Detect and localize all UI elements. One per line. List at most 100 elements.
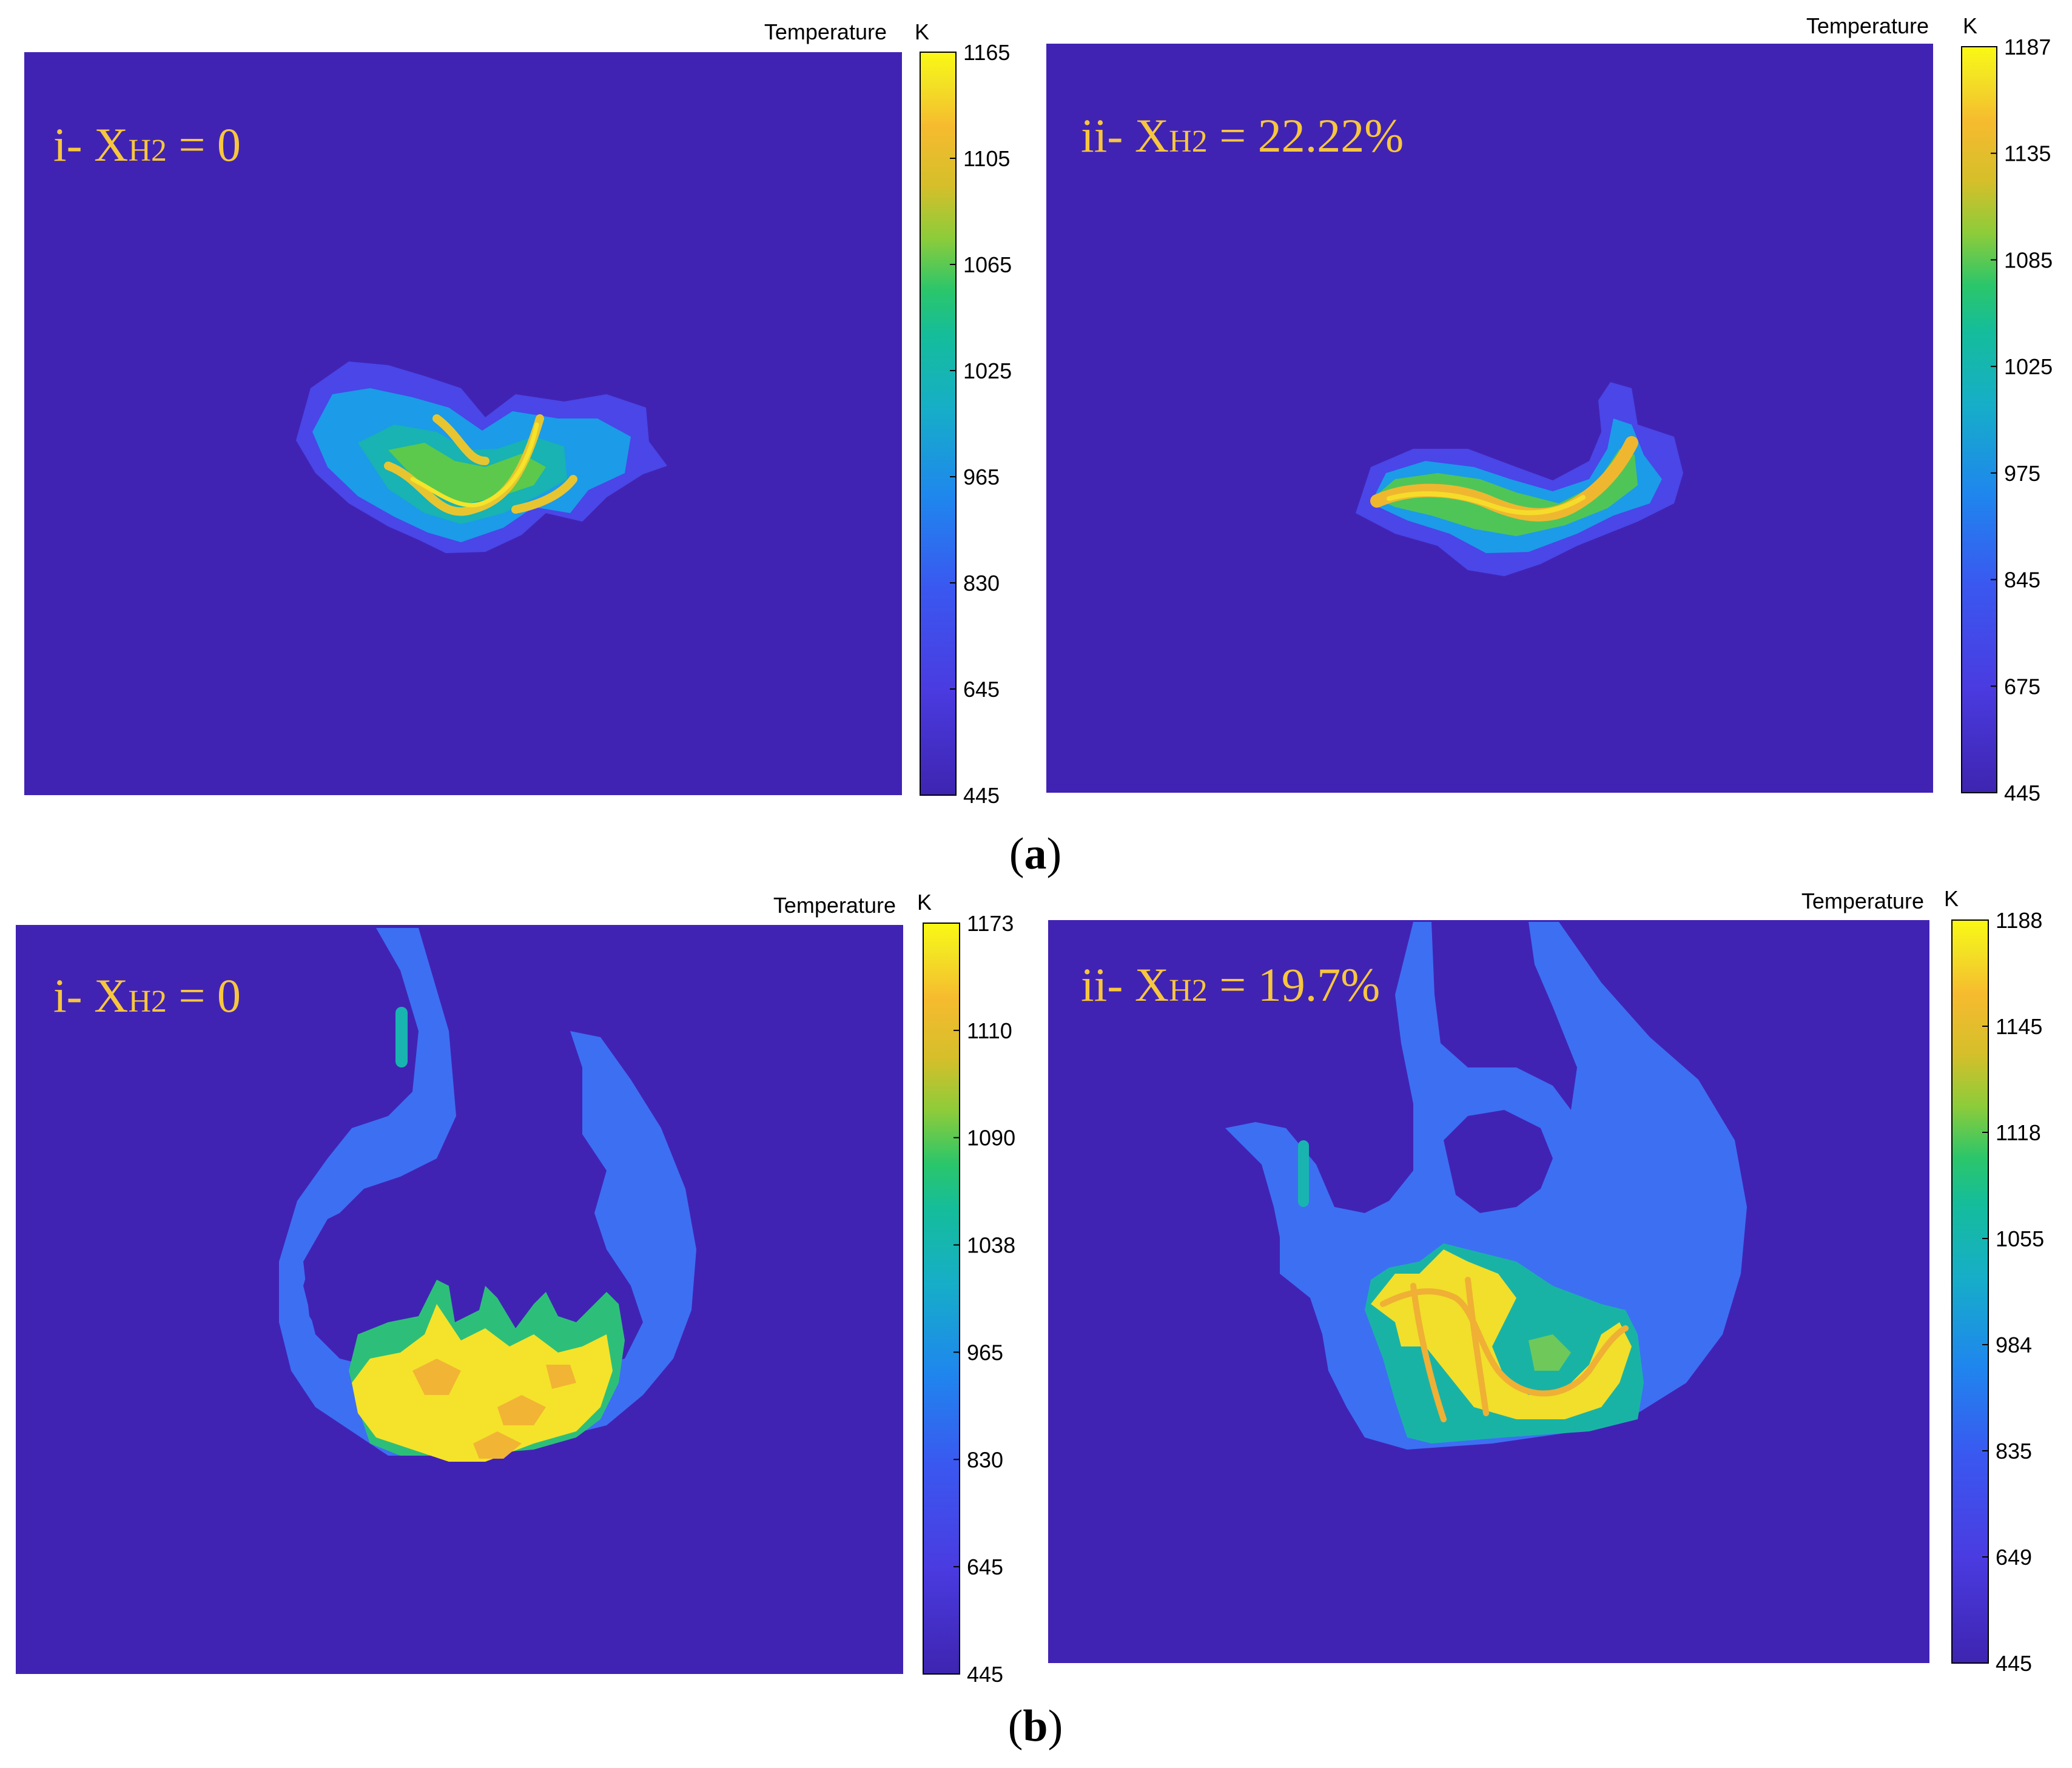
colorbar-tick-label: 835 <box>1996 1439 2032 1464</box>
panel-label-b-letter: b <box>1023 1701 1048 1751</box>
colorbar-tick-label: 965 <box>963 465 1000 489</box>
colorbar-tick-label: 1038 <box>967 1233 1015 1258</box>
colorbar-a-i: Temperature K 1165 1105 1065 1025 965 830 645 4… <box>764 19 1012 808</box>
colorbar-tick-label: 984 <box>1996 1333 2032 1357</box>
flame-streak-b-ii <box>1298 1140 1309 1207</box>
colorbar-tick-label: 1173 <box>967 911 1014 936</box>
flame-core-orange-b-ii <box>1380 1277 1629 1422</box>
colorbar-tick-label: 1055 <box>1996 1226 2044 1251</box>
colorbar-tick-label: 645 <box>967 1555 1003 1579</box>
colorbar-gradient <box>923 923 960 1675</box>
heatmap-field-b-i <box>16 925 903 1674</box>
colorbar-tick-label: 445 <box>2004 781 2040 805</box>
annotation-a-i: i- XH2 = 0 <box>53 118 241 171</box>
panel-a-i <box>24 52 902 795</box>
colorbar-ticks: 1165 1105 1065 1025 965 830 645 445 <box>950 40 1012 808</box>
colorbar-ticks: 1188 1145 1118 1055 984 835 649 445 <box>1982 908 2044 1676</box>
colorbar-tick-label: 975 <box>2004 461 2040 486</box>
colorbar-title: Temperature <box>1806 13 1929 38</box>
colorbar-tick-label: 675 <box>2004 674 2040 699</box>
colorbar-tick-label: 1188 <box>1996 908 2042 933</box>
flame-streak-yellow-a-ii <box>1387 491 1586 516</box>
annotation-subscript: H2 <box>128 984 167 1019</box>
annotation-prefix: i- X <box>53 118 128 171</box>
annotation-suffix: = 0 <box>167 118 241 171</box>
colorbar-tick-label: 845 <box>2004 568 2040 593</box>
annotation-a-ii: ii- XH2 = 22.22% <box>1081 109 1404 162</box>
colorbar-tick-label: 1110 <box>967 1018 1012 1043</box>
colorbar-a-ii: Temperature K 1187 1135 1085 1025 975 845 675 4… <box>1806 13 2053 805</box>
colorbar-ticks: 1187 1135 1085 1025 975 845 675 445 <box>1991 35 2053 805</box>
annotation-prefix: ii- X <box>1081 109 1169 162</box>
colorbar-tick-label: 1065 <box>963 252 1012 277</box>
panel-label-b-open: ( <box>1008 1701 1023 1751</box>
colorbar-tick-label: 1145 <box>1996 1014 2042 1039</box>
panel-b-i <box>16 925 903 1674</box>
colorbar-unit: K <box>917 890 932 915</box>
annotation-suffix: = 0 <box>167 969 241 1022</box>
flame-core-yellow-b-i <box>352 1304 613 1462</box>
colorbar-unit: K <box>915 19 929 44</box>
annotation-prefix: ii- X <box>1081 958 1169 1011</box>
panel-label-b-close: ) <box>1048 1701 1063 1751</box>
colorbar-title: Temperature <box>1801 889 1924 913</box>
panel-label-a-close: ) <box>1047 829 1062 879</box>
colorbar-tick-label: 965 <box>967 1340 1003 1365</box>
flame-region-b-ii <box>1225 922 1747 1450</box>
panel-label-a-open: ( <box>1009 829 1024 879</box>
annotation-b-i: i- XH2 = 0 <box>53 969 241 1022</box>
flame-envelope-b-i <box>279 928 696 1456</box>
heatmap-field-a-ii <box>1046 44 1933 793</box>
colorbar-tick-label: 1105 <box>963 146 1010 171</box>
flame-streak-yellow-a-i <box>410 422 539 508</box>
flame-hole-b-ii <box>1444 1110 1553 1213</box>
flame-streak-b-i <box>395 1007 408 1067</box>
annotation-suffix: = 22.22% <box>1208 109 1404 162</box>
panel-b-ii <box>1048 920 1929 1663</box>
colorbar-gradient <box>1961 46 1997 793</box>
annotation-b-ii: ii- XH2 = 19.7% <box>1081 958 1380 1011</box>
colorbar-gradient <box>1951 919 1989 1664</box>
colorbar-unit: K <box>1963 13 1977 38</box>
colorbar-tick-label: 1025 <box>963 358 1012 383</box>
flame-hole-b-i <box>303 1189 437 1346</box>
colorbar-tick-label: 1085 <box>2004 247 2053 272</box>
colorbar-title: Temperature <box>764 19 887 44</box>
colorbar-b-i: Temperature K 1173 1110 1090 1038 965 830 645 4… <box>773 890 1015 1687</box>
annotation-subscript: H2 <box>128 133 167 168</box>
panel-a-ii <box>1046 44 1933 793</box>
flame-core-green-b-ii <box>1529 1334 1571 1371</box>
flame-core-orange-b-i <box>412 1359 576 1459</box>
colorbar-tick-label: 649 <box>1996 1545 2032 1570</box>
annotation-subscript: H2 <box>1169 973 1208 1008</box>
colorbar-tick-label: 1090 <box>967 1126 1015 1151</box>
panel-label-a: (a) <box>1009 829 1061 879</box>
panel-annotations: i- XH2 = 0 ii- XH2 = 22.22% i- XH2 = 0 i… <box>53 109 1404 1022</box>
colorbar-unit: K <box>1944 886 1959 911</box>
colorbar-tick-label: 830 <box>963 571 1000 596</box>
colorbar-tick-label: 445 <box>967 1662 1003 1687</box>
colorbar-tick-label: 645 <box>963 677 1000 702</box>
colorbar-ticks: 1173 1110 1090 1038 965 830 645 445 <box>954 911 1015 1687</box>
colorbar-tick-label: 1118 <box>1996 1120 2041 1145</box>
annotation-suffix: = 19.7% <box>1208 958 1380 1011</box>
annotation-prefix: i- X <box>53 969 128 1022</box>
colorbar-gradient <box>920 52 957 796</box>
colorbar-b-ii: Temperature K 1188 1145 1118 1055 984 835 649 4… <box>1801 886 2044 1676</box>
colorbar-tick-label: 1135 <box>2004 141 2051 166</box>
colorbar-title: Temperature <box>773 893 896 918</box>
colorbar-tick-label: 445 <box>963 783 1000 808</box>
flame-region-a-ii <box>1356 382 1683 576</box>
flame-region-b-i <box>279 928 696 1462</box>
colorbar-tick-label: 830 <box>967 1447 1003 1472</box>
panel-label-a-letter: a <box>1024 829 1047 879</box>
colorbar-tick-label: 445 <box>1996 1651 2032 1676</box>
flame-region-a-i <box>296 361 667 553</box>
flame-green-a-ii <box>1374 449 1638 536</box>
panel-label-b: (b) <box>1008 1701 1063 1751</box>
colorbar-tick-label: 1025 <box>2004 354 2053 379</box>
annotation-subscript: H2 <box>1169 124 1208 159</box>
colorbar-tick-label: 1187 <box>2004 35 2051 59</box>
colorbar-tick-label: 1165 <box>963 40 1010 65</box>
